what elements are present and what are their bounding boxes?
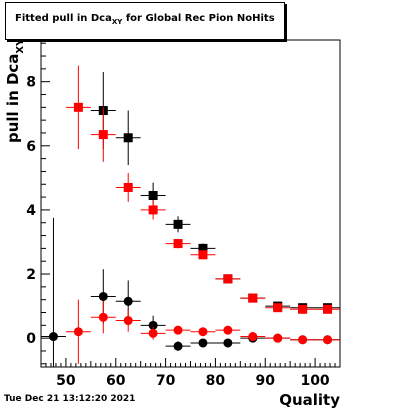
y-axis-label: pull in DcaXY	[4, 38, 26, 143]
plot-frame	[40, 39, 341, 368]
chart-title-suffix: for Global Rec Pion NoHits	[122, 13, 275, 24]
data-point-circle	[73, 327, 83, 337]
data-point-circle	[248, 332, 258, 342]
y-tick-label: 2	[26, 267, 36, 283]
data-point-circle	[98, 291, 108, 301]
y-axis-label-subscript: XY	[15, 38, 26, 54]
data-point-square	[98, 130, 108, 140]
data-point-square	[223, 274, 233, 284]
series-2	[65, 65, 340, 314]
data-point-square	[273, 303, 283, 313]
timestamp: Tue Dec 21 13:12:20 2021	[4, 394, 136, 404]
data-point-square	[173, 239, 183, 249]
data-point-square	[298, 304, 308, 314]
data-point-square	[123, 133, 133, 143]
data-point-circle	[198, 327, 208, 337]
x-tick-label: 90	[256, 373, 276, 389]
data-point-circle	[48, 332, 58, 342]
title-box: Fitted pull in DcaXY for Global Rec Pion…	[5, 2, 285, 40]
chart-title: Fitted pull in DcaXY for Global Rec Pion…	[15, 13, 275, 26]
data-point-square	[323, 304, 333, 314]
x-axis-label: Quality	[279, 391, 340, 409]
data-point-circle	[98, 312, 108, 322]
data-point-circle	[173, 325, 183, 335]
chart-title-subscript: XY	[111, 18, 123, 26]
x-tick-label: 100	[300, 373, 329, 389]
data-point-square	[173, 219, 183, 229]
x-tick-label: 60	[106, 373, 126, 389]
data-point-circle	[173, 341, 183, 351]
data-point-circle	[148, 328, 158, 338]
data-point-circle	[198, 338, 208, 348]
data-point-circle	[273, 333, 283, 343]
data-point-circle	[298, 335, 308, 345]
data-point-square	[198, 243, 208, 253]
data-point-square	[73, 102, 83, 112]
data-point-circle	[323, 335, 333, 345]
data-point-circle	[123, 316, 133, 326]
data-point-square	[248, 293, 258, 303]
axis-ticks: 50 60 70 80 90 100 0 2 4 6 8	[26, 42, 341, 389]
data-point-circle	[223, 325, 233, 335]
x-tick-label: 50	[56, 373, 76, 389]
y-tick-label: 4	[26, 203, 36, 219]
data-point-square	[148, 205, 158, 215]
y-tick-label: 8	[26, 75, 36, 91]
chart-title-prefix: Fitted pull in Dca	[15, 13, 112, 24]
data-marks	[41, 65, 340, 367]
data-point-circle	[223, 338, 233, 348]
x-tick-label: 80	[206, 373, 226, 389]
data-point-square	[198, 250, 208, 260]
data-point-circle	[123, 296, 133, 306]
series-3	[41, 217, 340, 367]
series-4	[65, 299, 340, 364]
x-tick-label: 70	[156, 373, 176, 389]
data-point-square	[148, 190, 158, 200]
y-tick-label: 6	[26, 139, 36, 155]
data-point-circle	[148, 320, 158, 330]
y-tick-label: 0	[26, 331, 36, 347]
data-point-square	[123, 182, 133, 192]
y-axis-label-main: pull in Dca	[4, 54, 22, 143]
